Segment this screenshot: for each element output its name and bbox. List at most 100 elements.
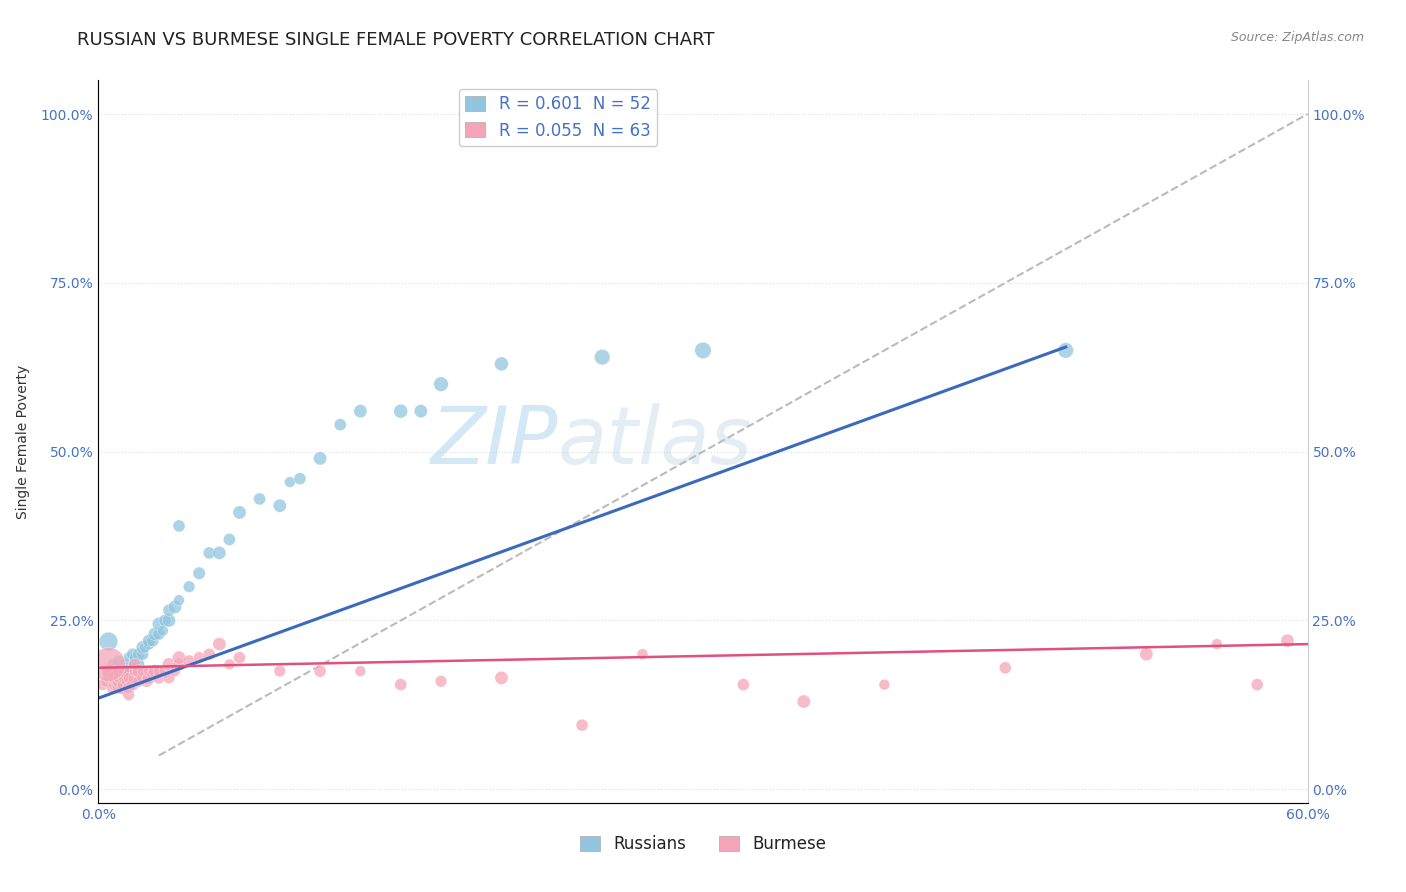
Point [107, 664, 129, 678]
Point [148, 627, 170, 641]
Point [218, 533, 240, 547]
Point [329, 417, 352, 432]
Point [1277, 633, 1299, 648]
Point [124, 664, 146, 678]
Point [111, 667, 134, 681]
Point [97, 667, 120, 681]
Point [101, 681, 124, 695]
Point [114, 657, 136, 672]
Point [148, 671, 170, 685]
Point [153, 614, 176, 628]
Point [631, 647, 654, 661]
Point [101, 657, 124, 672]
Point [132, 664, 155, 678]
Point [309, 664, 332, 678]
Text: atlas: atlas [558, 402, 752, 481]
Point [118, 688, 141, 702]
Point [309, 451, 332, 466]
Point [107, 674, 129, 689]
Point [118, 681, 141, 695]
Text: ZIP: ZIP [430, 402, 558, 481]
Point [167, 650, 190, 665]
Point [91, 678, 114, 692]
Point [118, 650, 141, 665]
Point [228, 650, 250, 665]
Point [1206, 637, 1229, 651]
Text: Source: ZipAtlas.com: Source: ZipAtlas.com [1230, 31, 1364, 45]
Point [142, 667, 165, 681]
Point [148, 616, 170, 631]
Point [288, 472, 311, 486]
Point [157, 657, 180, 672]
Point [157, 671, 180, 685]
Point [278, 475, 301, 489]
Point [107, 681, 129, 695]
Point [114, 664, 136, 678]
Point [188, 650, 211, 665]
Point [103, 678, 125, 692]
Point [118, 671, 141, 685]
Point [107, 654, 129, 668]
Point [198, 647, 221, 661]
Point [115, 674, 138, 689]
Point [208, 546, 231, 560]
Point [103, 664, 125, 678]
Point [111, 681, 134, 695]
Point [138, 633, 160, 648]
Point [107, 671, 129, 685]
Point [118, 664, 141, 678]
Point [1054, 343, 1077, 358]
Point [128, 657, 150, 672]
Point [349, 664, 371, 678]
Point [138, 637, 160, 651]
Point [733, 678, 755, 692]
Point [167, 593, 190, 607]
Text: RUSSIAN VS BURMESE SINGLE FEMALE POVERTY CORRELATION CHART: RUSSIAN VS BURMESE SINGLE FEMALE POVERTY… [77, 31, 714, 49]
Point [105, 678, 128, 692]
Point [430, 377, 453, 392]
Point [157, 614, 180, 628]
Point [121, 678, 143, 692]
Point [409, 404, 432, 418]
Point [132, 671, 155, 685]
Point [873, 678, 896, 692]
Point [389, 678, 412, 692]
Point [143, 664, 166, 678]
Point [163, 664, 186, 678]
Point [1246, 678, 1268, 692]
Point [249, 491, 271, 506]
Point [188, 566, 211, 581]
Point [152, 624, 174, 638]
Point [179, 654, 201, 668]
Point [167, 657, 190, 672]
Point [389, 404, 412, 418]
Point [157, 603, 180, 617]
Point [269, 499, 291, 513]
Point [124, 671, 146, 685]
Point [114, 671, 136, 685]
Point [994, 661, 1017, 675]
Point [143, 627, 166, 641]
Point [128, 664, 150, 678]
Point [591, 350, 613, 364]
Point [491, 357, 513, 371]
Point [132, 647, 155, 661]
Point [132, 640, 155, 655]
Point [349, 404, 371, 418]
Point [96, 674, 118, 689]
Point [97, 633, 120, 648]
Point [228, 505, 250, 519]
Point [134, 640, 156, 655]
Point [124, 650, 146, 665]
Point [430, 674, 453, 689]
Point [571, 718, 593, 732]
Y-axis label: Single Female Poverty: Single Female Poverty [15, 365, 30, 518]
Point [491, 671, 513, 685]
Point [138, 671, 160, 685]
Point [198, 546, 221, 560]
Point [97, 657, 120, 672]
Point [692, 343, 714, 358]
Point [135, 674, 157, 689]
Point [121, 647, 143, 661]
Legend: Russians, Burmese: Russians, Burmese [572, 828, 834, 860]
